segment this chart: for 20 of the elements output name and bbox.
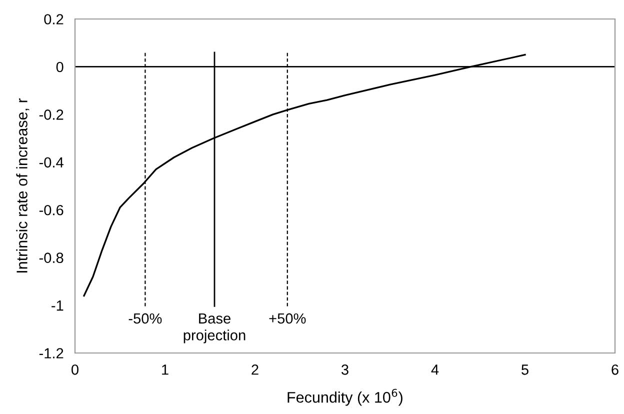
x-axis-title: Fecundity (x 10$^{6}$) xyxy=(288,388,402,406)
y-tick-label: -0.2 xyxy=(39,110,64,120)
annotation: Base projection xyxy=(184,313,246,344)
y-tick-label: -0.8 xyxy=(39,252,64,263)
y-axis-title: Intrinsic rate of increase, r xyxy=(16,98,30,272)
y-tick-label: -0.6 xyxy=(39,204,64,216)
y-tick-label: -1.2 xyxy=(39,348,64,358)
y-tick-label: 0.2 xyxy=(44,14,64,24)
x-tick-label: 6 xyxy=(612,364,618,375)
y-tick-label: -0.4 xyxy=(39,157,64,168)
x-tick-label: 2 xyxy=(252,364,258,375)
x-tick-label: 4 xyxy=(431,364,439,375)
y-tick-label: -1 xyxy=(52,300,64,311)
annotation: +50% xyxy=(269,313,306,324)
x-tick-label: 1 xyxy=(162,364,168,375)
x-tick-label: 0 xyxy=(72,364,78,375)
y-tick-label: 0 xyxy=(56,62,64,72)
x-tick-label: 3 xyxy=(342,364,348,375)
annotation: -50% xyxy=(128,313,162,324)
x-tick-label: 5 xyxy=(522,364,528,375)
